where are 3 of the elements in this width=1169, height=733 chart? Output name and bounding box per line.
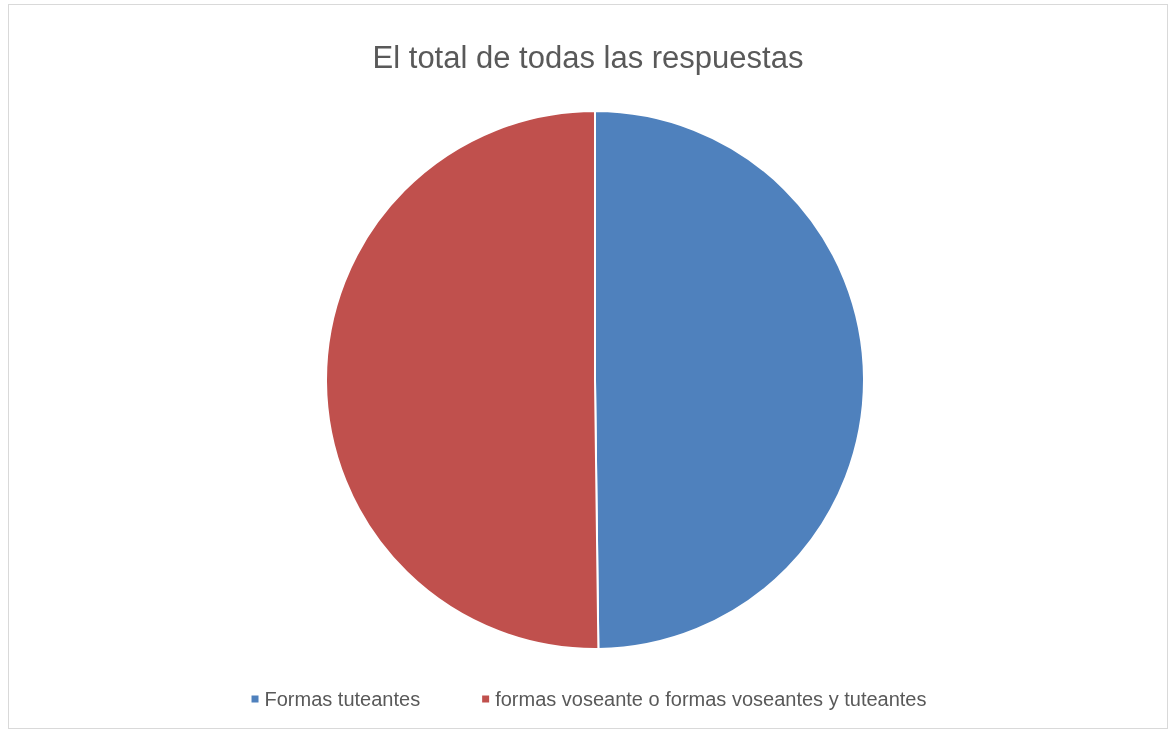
legend-label: formas voseante o formas voseantes y tuteantes: [495, 688, 927, 710]
chart-title: El total de todas las respuestas: [372, 40, 804, 75]
legend-label: Formas tuteantes: [264, 688, 421, 710]
